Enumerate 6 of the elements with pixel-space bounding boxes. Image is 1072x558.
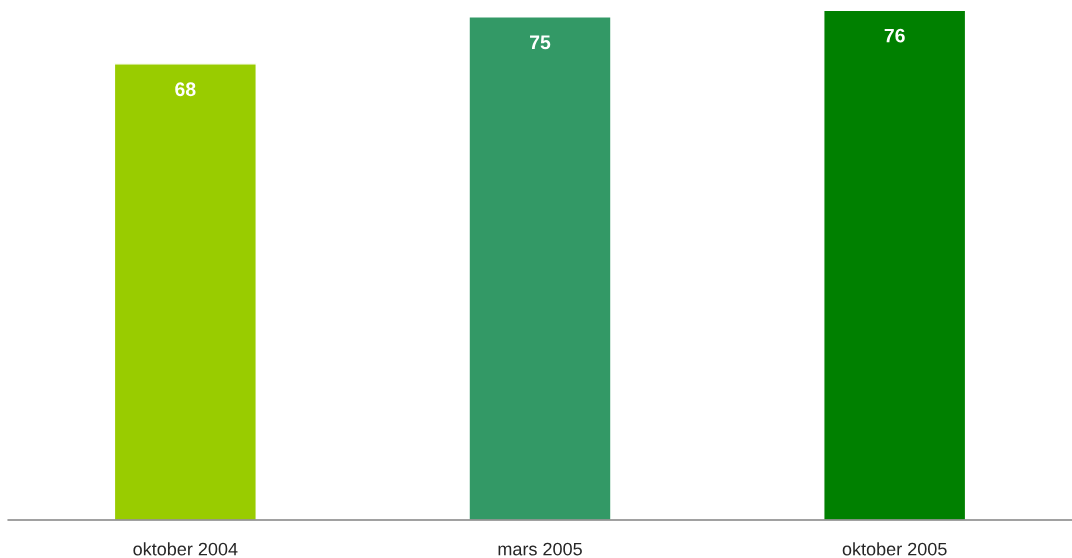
x-tick-label: mars 2005	[498, 542, 582, 556]
x-tick-label: oktober 2004	[133, 542, 238, 556]
x-tick-label: oktober 2005	[842, 542, 947, 556]
data-label: 68	[175, 82, 196, 97]
data-label: 76	[884, 28, 905, 43]
data-label: 75	[530, 35, 551, 50]
